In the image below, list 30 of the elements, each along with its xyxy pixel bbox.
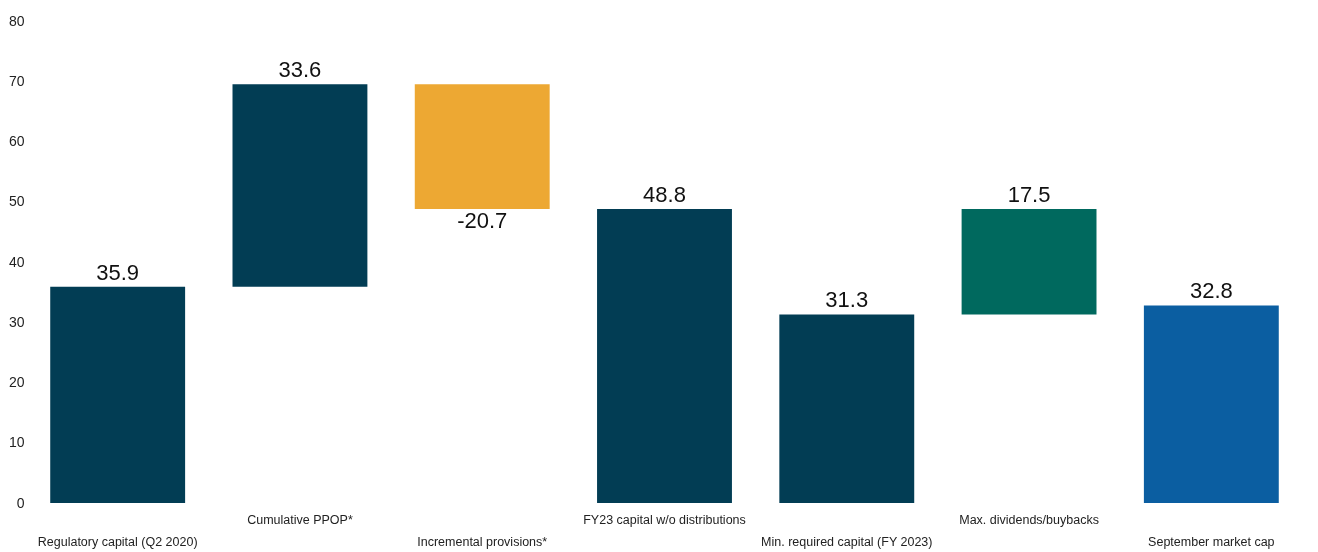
data-label: 35.9 bbox=[96, 259, 140, 285]
x-tick-label: Cumulative PPOP* bbox=[247, 512, 353, 527]
data-label: 33.6 bbox=[278, 57, 322, 83]
bar bbox=[597, 208, 732, 503]
y-tick-label: 20 bbox=[8, 374, 25, 390]
data-label: 32.8 bbox=[1189, 278, 1233, 304]
x-tick-label: Incremental provisions* bbox=[417, 534, 548, 549]
bar bbox=[50, 286, 186, 503]
x-tick-label: Max. dividends/buybacks bbox=[959, 512, 1099, 527]
x-tick-label: Regulatory capital (Q2 2020) bbox=[37, 534, 198, 549]
data-label: 31.3 bbox=[825, 287, 869, 313]
y-tick-label: 0 bbox=[16, 494, 25, 511]
x-tick-label: Min. required capital (FY 2023) bbox=[761, 534, 933, 549]
y-tick-label: 60 bbox=[8, 133, 25, 149]
data-label: 17.5 bbox=[1007, 181, 1051, 207]
bar bbox=[414, 84, 550, 209]
y-tick-label: 70 bbox=[8, 72, 25, 89]
y-tick-label: 50 bbox=[8, 193, 25, 210]
bar bbox=[779, 314, 915, 503]
y-tick-label: 30 bbox=[8, 313, 25, 330]
y-tick-label: 10 bbox=[8, 434, 25, 451]
x-tick-label: September market cap bbox=[1148, 534, 1275, 549]
y-tick-label: 40 bbox=[8, 253, 25, 270]
bar bbox=[232, 84, 368, 287]
bar bbox=[961, 208, 1097, 315]
bar bbox=[1143, 305, 1279, 503]
x-tick-label: FY23 capital w/o distributions bbox=[583, 512, 746, 527]
data-label: -20.7 bbox=[457, 207, 508, 233]
y-tick-label: 80 bbox=[8, 12, 25, 29]
data-label: 48.8 bbox=[643, 181, 686, 207]
